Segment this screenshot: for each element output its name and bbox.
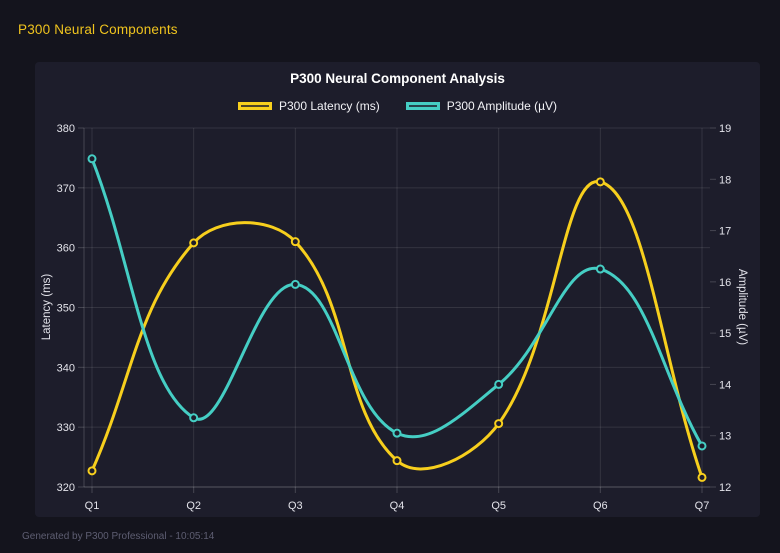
left-axis-tick-label: 330 [57, 422, 75, 434]
left-axis-tick-label: 360 [57, 243, 75, 255]
data-point-latency [595, 177, 605, 187]
chart-legend: P300 Latency (ms) P300 Amplitude (µV) [35, 99, 760, 113]
data-point-amplitude [189, 413, 199, 423]
right-axis-tick-label: 15 [719, 328, 731, 340]
x-axis-tick-label: Q7 [695, 500, 710, 512]
left-axis-tick-label: 380 [57, 123, 75, 135]
data-point-latency [290, 237, 300, 247]
left-axis-tick-label: 340 [57, 362, 75, 374]
data-point-latency [189, 238, 199, 248]
right-axis-tick-label: 13 [719, 431, 731, 443]
x-axis-tick-label: Q4 [390, 500, 405, 512]
chart-canvas: 320 330 340 350 360 370 380 12 13 14 15 16 17 18 19 Q1 Q… [57, 123, 732, 512]
right-axis-tick-label: 17 [719, 226, 731, 238]
left-axis-tick-label: 350 [57, 303, 75, 315]
right-axis-title: Amplitude (µV) [736, 268, 748, 346]
right-axis-tick-label: 12 [719, 482, 731, 494]
chart-panel: 320 330 340 350 360 370 380 12 13 14 15 16 17 18 19 Q1 Q… [35, 62, 760, 517]
right-axis-tick-label: 16 [719, 277, 731, 289]
legend-item-latency[interactable]: P300 Latency (ms) [237, 99, 380, 113]
left-axis-tick-label: 370 [57, 183, 75, 195]
legend-item-amplitude[interactable]: P300 Amplitude (µV) [405, 99, 558, 113]
right-axis-tick-label: 14 [719, 379, 731, 391]
x-axis-tick-label: Q3 [288, 500, 303, 512]
data-point-amplitude [392, 428, 402, 438]
x-axis-tick-label: Q1 [85, 500, 100, 512]
data-point-latency [87, 466, 97, 476]
chart-title: P300 Neural Component Analysis [290, 71, 505, 86]
data-point-latency [697, 472, 707, 482]
legend-label: P300 Amplitude (µV) [446, 99, 558, 113]
data-point-amplitude [697, 441, 707, 451]
data-point-latency [392, 456, 402, 466]
data-point-amplitude [595, 264, 605, 274]
left-axis-title: Latency (ms) [41, 273, 53, 341]
data-point-amplitude [87, 154, 97, 164]
data-point-latency [494, 419, 504, 429]
x-axis-tick-label: Q2 [186, 500, 201, 512]
footer-text: Generated by P300 Professional - 10:05:1… [22, 531, 215, 542]
data-point-amplitude [290, 279, 300, 289]
data-point-amplitude [494, 379, 504, 389]
page-title: P300 Neural Components [18, 22, 178, 37]
x-axis-tick-label: Q6 [593, 500, 608, 512]
legend-swatch [405, 102, 440, 110]
x-axis-tick-label: Q5 [491, 500, 506, 512]
left-axis-tick-label: 320 [57, 482, 75, 494]
legend-label: P300 Latency (ms) [278, 99, 380, 113]
right-axis-tick-label: 18 [719, 174, 731, 186]
legend-swatch [237, 102, 272, 110]
right-axis-tick-label: 19 [719, 123, 731, 135]
